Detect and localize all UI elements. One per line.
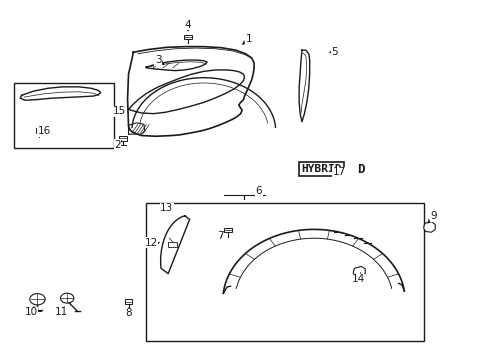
Text: 10: 10: [24, 307, 38, 317]
Bar: [167, 242, 177, 247]
Polygon shape: [128, 70, 244, 114]
Text: 16: 16: [38, 126, 51, 136]
Polygon shape: [161, 216, 189, 274]
Circle shape: [61, 293, 74, 303]
Bar: [184, 35, 191, 39]
Text: HYBRID: HYBRID: [301, 165, 341, 174]
Text: 17: 17: [332, 167, 346, 177]
Text: 15: 15: [112, 106, 125, 116]
Text: 13: 13: [160, 203, 173, 213]
Circle shape: [30, 294, 45, 305]
Bar: [224, 228, 231, 233]
Polygon shape: [20, 87, 101, 100]
Text: 6: 6: [255, 186, 262, 196]
Bar: [36, 129, 43, 133]
Text: 4: 4: [184, 20, 191, 30]
Bar: [14, 83, 114, 148]
Polygon shape: [299, 50, 309, 122]
Text: 1: 1: [245, 34, 252, 44]
Text: 12: 12: [144, 238, 157, 248]
Text: 7: 7: [217, 231, 224, 242]
Text: 11: 11: [55, 307, 68, 317]
Text: 9: 9: [429, 211, 436, 221]
Text: 2: 2: [114, 140, 121, 150]
Text: 14: 14: [351, 274, 365, 284]
Text: 8: 8: [125, 309, 132, 318]
Text: D: D: [356, 163, 364, 176]
Polygon shape: [423, 222, 434, 232]
Bar: [119, 136, 126, 141]
Text: 3: 3: [155, 55, 161, 65]
Polygon shape: [127, 47, 254, 136]
Text: 5: 5: [330, 47, 337, 57]
Polygon shape: [146, 60, 207, 71]
Polygon shape: [352, 266, 365, 277]
Bar: [146, 203, 424, 341]
Bar: [124, 300, 132, 304]
